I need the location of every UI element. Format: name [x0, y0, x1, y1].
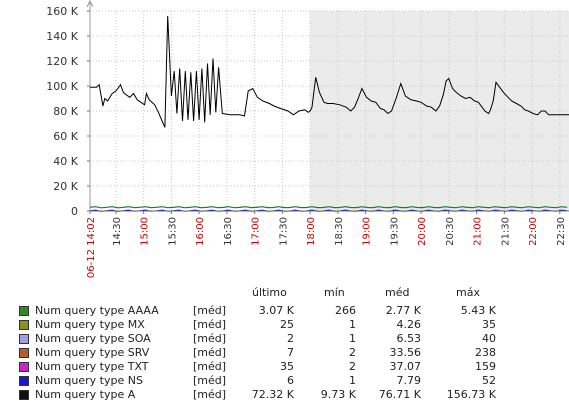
legend-aggregation-type: [méd] [193, 388, 227, 401]
legend-row: Num query type TXT [méd] 35 2 37.07 159 [0, 360, 569, 374]
legend-swatch [19, 334, 29, 344]
legend-aggregation-type: [méd] [193, 332, 227, 345]
x-tick-label: 17:30 [278, 217, 289, 246]
legend-series-name: Num query type TXT [35, 360, 149, 373]
legend-min-value: 9.73 K [320, 388, 356, 401]
x-tick-label: 18:00 [306, 217, 317, 246]
legend-header-avg: méd [385, 286, 410, 299]
legend-row: Num query type NS [méd] 6 1 7.79 52 [0, 374, 569, 388]
y-tick-label: 20 K [53, 180, 78, 193]
legend-swatch [19, 390, 29, 400]
legend-row: Num query type MX [méd] 25 1 4.26 35 [0, 318, 569, 332]
legend-aggregation-type: [méd] [193, 304, 227, 317]
legend-min-value: 1 [349, 332, 356, 345]
legend-aggregation-type: [méd] [193, 346, 227, 359]
x-tick-label: 16:30 [223, 217, 234, 246]
legend-swatch [19, 306, 29, 316]
legend-avg-value: 4.26 [396, 318, 422, 331]
x-tick-label: 16:00 [195, 217, 206, 246]
chart-area: 06-12 14:02 14:30 15:00 15:30 16:00 16:30 17:0… [46, 0, 569, 278]
legend-swatch [19, 376, 29, 386]
legend-avg-value: 33.56 [389, 346, 422, 359]
legend-series-name: Num query type SOA [35, 332, 151, 345]
legend-swatch [19, 362, 29, 372]
legend-header-last: último [252, 286, 287, 299]
y-tick-label: 0 [71, 205, 78, 218]
legend-series-name: Num query type MX [35, 318, 145, 331]
series-line-minor [89, 206, 568, 209]
legend-series-name: Num query type AAAA [35, 304, 159, 317]
x-tick-label: 15:30 [167, 217, 178, 246]
legend-avg-value: 2.77 K [385, 304, 421, 317]
legend-min-value: 2 [349, 346, 356, 359]
legend-last-value: 25 [280, 318, 294, 331]
series-line-a [90, 15, 569, 128]
legend-header-min: mín [324, 286, 345, 299]
legend-min-value: 1 [349, 318, 356, 331]
y-tick-label: 120 K [46, 55, 78, 68]
legend-last-value: 2 [287, 332, 294, 345]
legend-min-value: 2 [349, 360, 356, 373]
legend-min-value: 266 [335, 304, 356, 317]
legend-avg-value: 76.71 K [378, 388, 421, 401]
legend-max-value: 52 [482, 374, 496, 387]
legend-series-name: Num query type NS [35, 374, 143, 387]
y-tick-label: 40 K [53, 155, 78, 168]
legend-max-value: 238 [475, 346, 496, 359]
x-tick-label: 19:30 [389, 217, 400, 246]
legend-last-value: 72.32 K [251, 388, 294, 401]
legend-max-value: 159 [475, 360, 496, 373]
legend-max-value: 40 [482, 332, 496, 345]
y-tick-label: 160 K [46, 5, 78, 18]
legend-aggregation-type: [méd] [193, 318, 227, 331]
legend-aggregation-type: [méd] [193, 360, 227, 373]
legend-avg-value: 6.53 [396, 332, 422, 345]
x-tick-label: 22:00 [528, 217, 539, 246]
y-tick-label: 80 K [53, 105, 78, 118]
legend-swatch [19, 348, 29, 358]
legend-row: Num query type AAAA [méd] 3.07 K 266 2.77 K 5… [0, 304, 569, 318]
legend-series-name: Num query type SRV [35, 346, 150, 359]
legend-avg-value: 7.79 [396, 374, 422, 387]
x-tick-label: 22:30 [556, 217, 567, 246]
legend-aggregation-type: [méd] [193, 374, 227, 387]
legend-max-value: 156.73 K [446, 388, 496, 401]
y-axis-arrow [86, 0, 94, 8]
y-tick-label: 60 K [53, 130, 78, 143]
legend-last-value: 3.07 K [258, 304, 294, 317]
legend-header-max: máx [456, 286, 480, 299]
x-tick-label: 06-12 14:02 [86, 217, 97, 278]
y-tick-label: 140 K [46, 30, 78, 43]
x-tick-label: 21:30 [500, 217, 511, 246]
legend-row: Num query type SRV [méd] 7 2 33.56 238 [0, 346, 569, 360]
legend-avg-value: 37.07 [389, 360, 422, 373]
x-tick-label: 19:00 [362, 217, 373, 246]
legend-last-value: 35 [280, 360, 294, 373]
x-tick-label: 17:00 [251, 217, 262, 246]
legend-row: Num query type SOA [méd] 2 1 6.53 40 [0, 332, 569, 346]
legend-swatch [19, 320, 29, 330]
legend-max-value: 5.43 K [460, 304, 496, 317]
legend-min-value: 1 [349, 374, 356, 387]
legend-series-name: Num query type A [35, 388, 136, 401]
x-tick-label: 21:00 [473, 217, 484, 246]
x-tick-label: 14:30 [112, 217, 123, 246]
x-tick-label: 20:30 [445, 217, 456, 246]
legend-max-value: 35 [482, 318, 496, 331]
x-tick-label: 15:00 [140, 217, 151, 246]
x-tick-label: 18:30 [334, 217, 345, 246]
legend-last-value: 6 [287, 374, 294, 387]
legend-last-value: 7 [287, 346, 294, 359]
x-tick-label: 20:00 [417, 217, 428, 246]
y-tick-label: 100 K [46, 80, 78, 93]
legend-row: Num query type A [méd] 72.32 K 9.73 K 76.71 … [0, 388, 569, 402]
